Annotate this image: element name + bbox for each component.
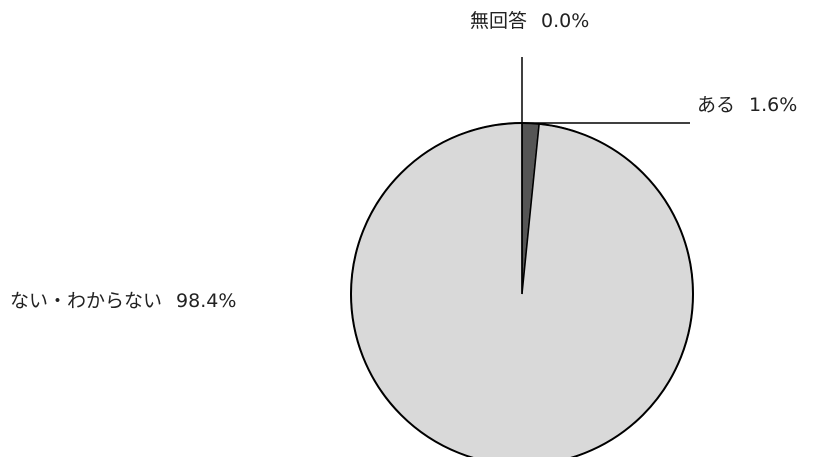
label-mukaitou: 無回答 0.0% [470,10,589,32]
label-nai-wakaranai: ない・わからない 98.4% [10,290,236,312]
leader-lines [521,57,690,294]
label-aru: ある 1.6% [697,94,797,116]
slice-labels: ある 1.6% ない・わからない 98.4% 無回答 0.0% [10,10,797,312]
